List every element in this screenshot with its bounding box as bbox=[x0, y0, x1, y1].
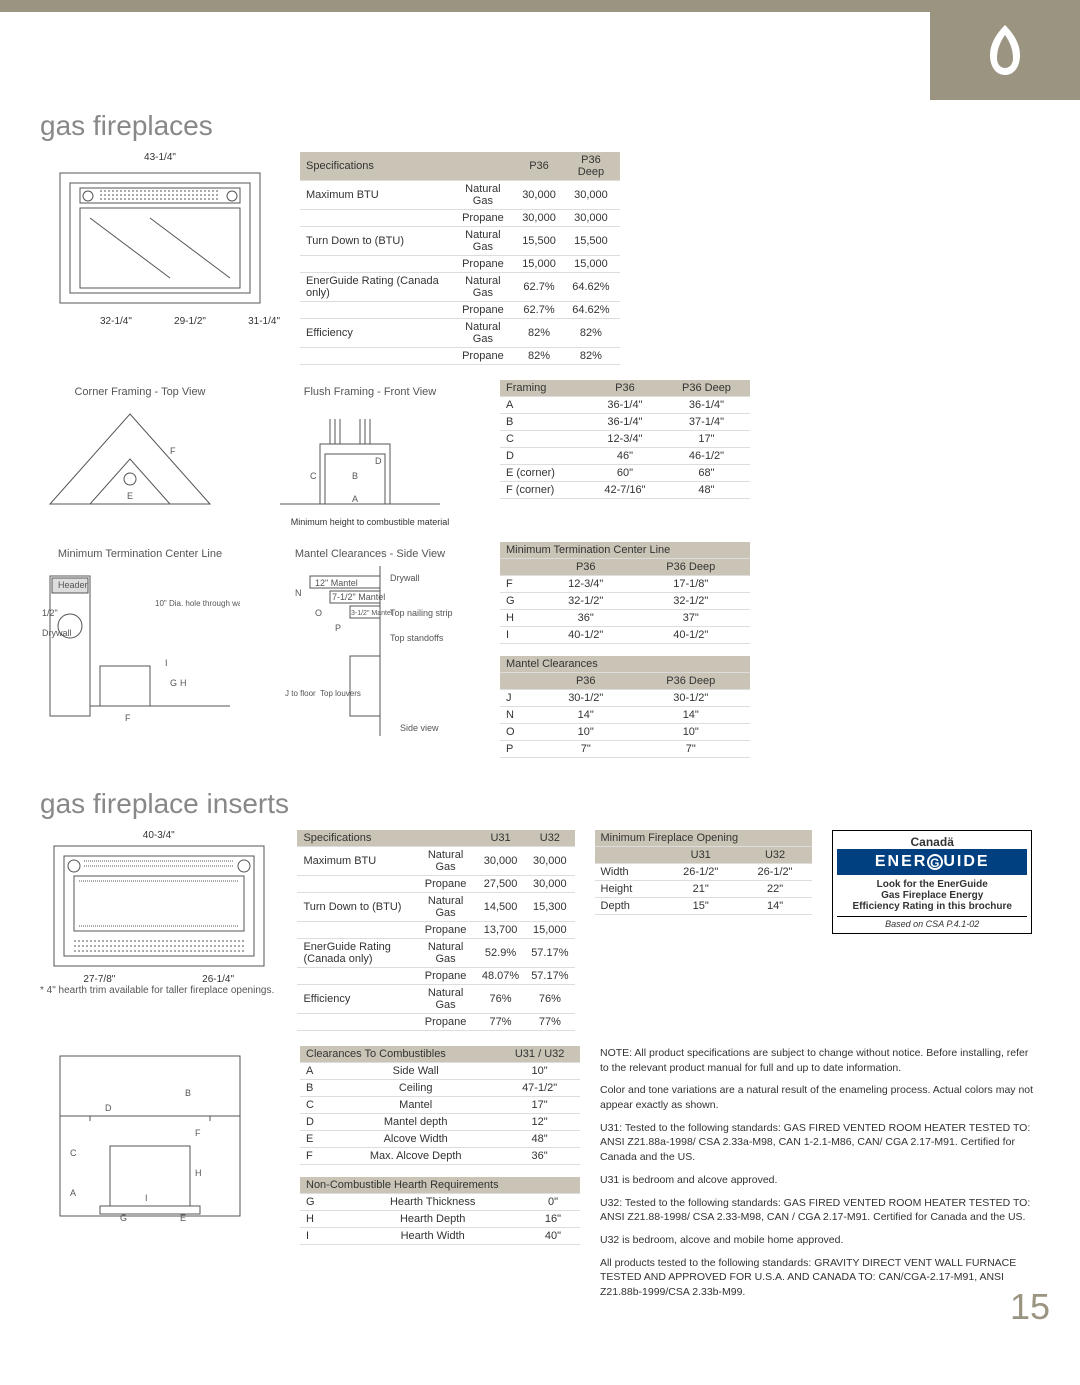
heading-inserts: gas ﬁreplace inserts bbox=[40, 788, 1040, 820]
svg-text:7-1/2" Mantel: 7-1/2" Mantel bbox=[332, 592, 385, 602]
svg-text:Header: Header bbox=[58, 580, 88, 590]
notes-block: NOTE: All product specifications are sub… bbox=[600, 1046, 1040, 1308]
svg-text:O: O bbox=[315, 608, 322, 618]
corner-diagram: F E bbox=[40, 404, 220, 514]
svg-text:Top standoffs: Top standoffs bbox=[390, 633, 444, 643]
spec-table-p36: SpecificationsP36P36 Deep Maximum BTUNat… bbox=[300, 152, 620, 365]
svg-text:P: P bbox=[335, 623, 341, 633]
svg-text:B: B bbox=[352, 471, 358, 481]
svg-text:12" Mantel: 12" Mantel bbox=[315, 578, 358, 588]
svg-text:N: N bbox=[295, 588, 302, 598]
termination-diagram: Header 10" Dia. hole through wall for Fl… bbox=[40, 566, 240, 726]
brand-logo bbox=[930, 0, 1080, 100]
svg-text:I: I bbox=[145, 1193, 148, 1203]
min-opening-table: Minimum Fireplace Opening U31U32 Width26… bbox=[595, 830, 813, 915]
svg-text:E: E bbox=[180, 1213, 186, 1223]
label-flush: Flush Framing - Front View bbox=[260, 386, 480, 398]
clearance-diagram: B D F C H A I G E bbox=[40, 1046, 260, 1226]
svg-text:Side view: Side view bbox=[400, 723, 439, 733]
svg-text:F: F bbox=[170, 446, 176, 456]
svg-text:3-1/2" Mantel: 3-1/2" Mantel bbox=[351, 610, 393, 617]
insert-footnote: * 4" hearth trim available for taller fi… bbox=[40, 985, 277, 996]
mantel-diagram: 12" Mantel 7-1/2" Mantel 3-1/2" Mantel D… bbox=[260, 566, 460, 736]
svg-text:G: G bbox=[170, 678, 177, 688]
fireplace-front-diagram: 43-1/4" 32-1/4" 29-1/2" 31-1/4" bbox=[40, 152, 280, 327]
spec-table-u31: SpecificationsU31U32 Maximum BTUNatural … bbox=[297, 830, 574, 1031]
svg-text:Top louvers: Top louvers bbox=[320, 689, 361, 698]
clearances-table: Clearances To CombustiblesU31 / U32 ASid… bbox=[300, 1046, 580, 1165]
svg-text:J to floor: J to floor bbox=[285, 689, 316, 698]
insert-front-diagram: 40-3/4" 27-7/8" 26-1/4" bbox=[40, 830, 277, 985]
svg-text:F: F bbox=[125, 713, 131, 723]
label-minterm: Minimum Termination Center Line bbox=[40, 548, 240, 560]
svg-text:H: H bbox=[180, 678, 187, 688]
svg-text:A: A bbox=[70, 1188, 76, 1198]
mantel-table: Mantel Clearances P36P36 Deep J30-1/2"30… bbox=[500, 656, 750, 758]
svg-text:C: C bbox=[70, 1148, 77, 1158]
heading-fireplaces: gas ﬁreplaces bbox=[40, 110, 1040, 142]
label-mantel: Mantel Clearances - Side View bbox=[260, 548, 480, 560]
svg-text:E: E bbox=[127, 491, 133, 501]
svg-text:D: D bbox=[105, 1103, 112, 1113]
svg-text:G: G bbox=[120, 1213, 127, 1223]
svg-text:D: D bbox=[375, 456, 382, 466]
svg-text:Drywall: Drywall bbox=[42, 628, 72, 638]
svg-text:H: H bbox=[195, 1168, 202, 1178]
svg-text:I: I bbox=[165, 658, 168, 668]
svg-text:A: A bbox=[352, 494, 358, 504]
svg-text:F: F bbox=[195, 1128, 201, 1138]
page-number: 15 bbox=[1010, 1286, 1050, 1328]
svg-text:Top nailing strip: Top nailing strip bbox=[390, 608, 453, 618]
framing-table: FramingP36P36 Deep A36-1/4"36-1/4" B36-1… bbox=[500, 380, 750, 499]
svg-text:B: B bbox=[185, 1088, 191, 1098]
svg-text:C: C bbox=[310, 471, 317, 481]
top-bar bbox=[0, 0, 930, 12]
energuide-box: Canadä ENERGUIDE Look for the EnerGuide … bbox=[832, 830, 1032, 934]
flush-diagram: C B D A bbox=[260, 404, 460, 514]
svg-text:1/2": 1/2" bbox=[42, 608, 58, 618]
noncombust-table: Non-Combustible Hearth Requirements GHea… bbox=[300, 1177, 580, 1245]
svg-text:10" Dia. hole through wall for: 10" Dia. hole through wall for Flex or D… bbox=[155, 599, 240, 608]
termination-table: Minimum Termination Center Line P36P36 D… bbox=[500, 542, 750, 644]
label-corner: Corner Framing - Top View bbox=[40, 386, 240, 398]
svg-text:Drywall: Drywall bbox=[390, 573, 420, 583]
